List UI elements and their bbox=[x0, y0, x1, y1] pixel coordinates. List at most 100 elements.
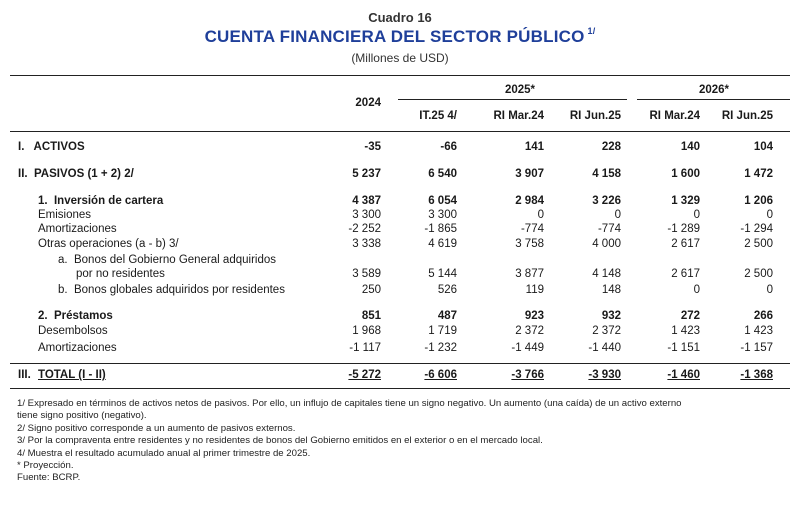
value-rimar24-2026: -1 460 bbox=[667, 369, 700, 381]
table-subtitle: (Millones de USD) bbox=[351, 51, 449, 65]
value-rijun25-2025: 4 148 bbox=[592, 268, 621, 280]
row-label: TOTAL (I - II) bbox=[38, 369, 106, 381]
value-rimar24-2025: 141 bbox=[524, 141, 544, 153]
value-rimar24-2025: 119 bbox=[525, 284, 544, 296]
value-2024: -2 252 bbox=[348, 223, 381, 235]
value-rimar24-2025: 3 907 bbox=[515, 168, 544, 180]
value-rijun25-2026: 2 500 bbox=[744, 268, 773, 280]
value-2024: 250 bbox=[361, 284, 381, 296]
col-header-2024: 2024 bbox=[355, 97, 381, 109]
value-rijun25-2026: 1 423 bbox=[744, 325, 773, 337]
row-label: I. ACTIVOS bbox=[18, 141, 85, 153]
value-rijun25-2025: -1 440 bbox=[588, 342, 621, 354]
value-rimar24-2026: -1 151 bbox=[667, 342, 700, 354]
value-rimar24-2026: 1 329 bbox=[671, 195, 700, 207]
value-2024: 851 bbox=[361, 310, 381, 322]
value-rimar24-2025: -3 766 bbox=[511, 369, 544, 381]
value-2024: 3 589 bbox=[352, 268, 381, 280]
row-prefix: III. bbox=[18, 369, 31, 381]
value-rijun25-2026: -1 157 bbox=[740, 342, 773, 354]
top-rule bbox=[10, 75, 790, 76]
value-rijun25-2025: 4 158 bbox=[592, 168, 621, 180]
value-rimar24-2025: -1 449 bbox=[511, 342, 544, 354]
value-2024: 1 968 bbox=[352, 325, 381, 337]
source-note: Fuente: BCRP. bbox=[17, 472, 81, 484]
value-it25: -66 bbox=[440, 141, 457, 153]
value-rijun25-2026: 266 bbox=[753, 310, 773, 322]
value-it25: -1 232 bbox=[424, 342, 457, 354]
row-label: Desembolsos bbox=[38, 325, 108, 337]
value-rijun25-2025: 932 bbox=[601, 310, 621, 322]
footnote-4: 4/ Muestra el resultado acumulado anual … bbox=[17, 447, 311, 459]
value-it25: 1 719 bbox=[428, 325, 457, 337]
row-label: Otras operaciones (a - b) 3/ bbox=[38, 238, 179, 250]
value-rijun25-2025: -774 bbox=[597, 223, 621, 235]
row-label: b. Bonos globales adquiridos por residen… bbox=[58, 284, 285, 296]
row-label: Emisiones bbox=[38, 209, 92, 221]
value-rimar24-2026: -1 289 bbox=[667, 223, 700, 235]
row-label: Amortizaciones bbox=[38, 342, 117, 354]
value-rimar24-2025: 3 758 bbox=[515, 238, 544, 250]
value-rijun25-2026: 0 bbox=[766, 209, 773, 221]
value-rimar24-2026: 1 600 bbox=[671, 168, 700, 180]
value-rijun25-2025: 4 000 bbox=[592, 238, 621, 250]
value-2024: 3 300 bbox=[352, 209, 381, 221]
footnote-projection: * Proyección. bbox=[17, 460, 74, 472]
value-rimar24-2025: 3 877 bbox=[515, 268, 544, 280]
col-header-rimar24-2025: RI Mar.24 bbox=[493, 110, 545, 122]
value-rijun25-2026: 1 472 bbox=[744, 168, 773, 180]
value-rijun25-2026: 104 bbox=[753, 141, 773, 153]
value-rimar24-2026: 1 423 bbox=[671, 325, 700, 337]
value-rimar24-2026: 2 617 bbox=[671, 238, 700, 250]
value-it25: 5 144 bbox=[428, 268, 457, 280]
value-2024: 4 387 bbox=[352, 195, 381, 207]
footnotes: 1/ Expresado en términos de activos neto… bbox=[17, 398, 787, 485]
col-header-rimar24-2026: RI Mar.24 bbox=[649, 110, 701, 122]
header-bottom-rule bbox=[10, 131, 790, 132]
value-rijun25-2025: 2 372 bbox=[592, 325, 621, 337]
value-2024: -5 272 bbox=[348, 369, 381, 381]
value-rimar24-2026: 140 bbox=[680, 141, 700, 153]
value-it25: 487 bbox=[437, 310, 457, 322]
col-group-2025: 2025* bbox=[504, 84, 536, 96]
footnote-1: 1/ Expresado en términos de activos neto… bbox=[17, 398, 682, 409]
row-label-continued: por no residentes bbox=[76, 268, 165, 280]
value-rimar24-2026: 0 bbox=[693, 209, 700, 221]
row-label: a. Bonos del Gobierno General adquiridos bbox=[58, 254, 277, 266]
value-it25: 6 540 bbox=[428, 168, 457, 180]
col-header-it25: IT.25 4/ bbox=[419, 110, 457, 122]
footnote-2: 2/ Signo positivo corresponde a un aumen… bbox=[17, 422, 296, 434]
row-label: II. PASIVOS (1 + 2) 2/ bbox=[18, 168, 134, 180]
value-2024: 3 338 bbox=[352, 238, 381, 250]
bottom-rule bbox=[10, 388, 790, 389]
value-rimar24-2025: 923 bbox=[524, 310, 544, 322]
value-it25: 3 300 bbox=[428, 209, 457, 221]
value-rimar24-2026: 2 617 bbox=[671, 268, 700, 280]
col-header-rijun25-2026: RI Jun.25 bbox=[721, 110, 773, 122]
footnote-1-continued: tiene signo positivo (negativo). bbox=[17, 410, 147, 422]
title-footnote-ref: 1/ bbox=[587, 26, 596, 36]
value-it25: -1 865 bbox=[424, 223, 457, 235]
footnote-3: 3/ Por la compraventa entre residentes y… bbox=[17, 435, 543, 447]
value-rimar24-2025: -774 bbox=[520, 223, 544, 235]
value-rijun25-2025: 148 bbox=[601, 284, 621, 296]
table-title: CUENTA FINANCIERA DEL SECTOR PÚBLICO 1/ bbox=[0, 26, 800, 47]
value-rijun25-2025: -3 930 bbox=[588, 369, 621, 381]
value-rijun25-2026: 2 500 bbox=[744, 238, 773, 250]
value-rimar24-2025: 0 bbox=[537, 209, 544, 221]
table-title-text: CUENTA FINANCIERA DEL SECTOR PÚBLICO bbox=[204, 27, 585, 46]
value-rijun25-2026: 0 bbox=[766, 284, 773, 296]
value-rijun25-2026: -1 294 bbox=[740, 223, 773, 235]
value-2024: 5 237 bbox=[352, 168, 381, 180]
value-rijun25-2025: 228 bbox=[601, 141, 621, 153]
value-rimar24-2026: 0 bbox=[693, 284, 700, 296]
value-rimar24-2025: 2 372 bbox=[515, 325, 544, 337]
total-top-rule bbox=[10, 363, 790, 364]
group-rule-2025 bbox=[398, 99, 627, 100]
col-group-2026: 2026* bbox=[698, 84, 730, 96]
row-label: 2. Préstamos bbox=[38, 310, 113, 322]
value-rimar24-2025: 2 984 bbox=[515, 195, 544, 207]
value-it25: 4 619 bbox=[428, 238, 457, 250]
value-rijun25-2025: 0 bbox=[614, 209, 621, 221]
value-it25: -6 606 bbox=[424, 369, 457, 381]
